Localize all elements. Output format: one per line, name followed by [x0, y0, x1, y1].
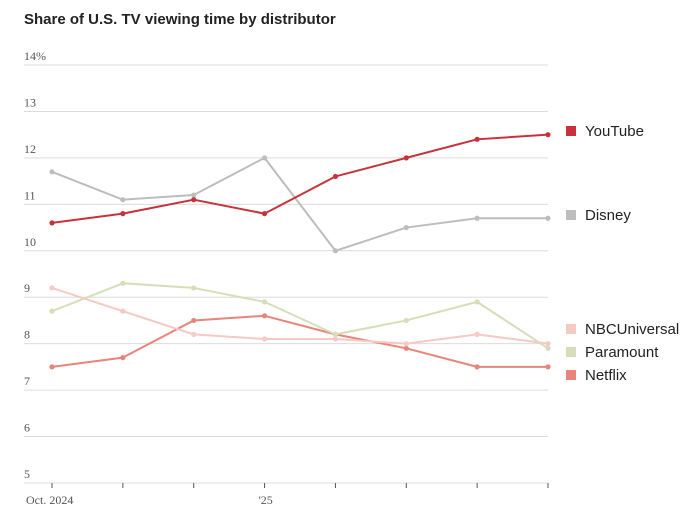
line-paramount [51, 282, 549, 350]
legend-item-netflix: Netflix [566, 367, 627, 384]
legend-item-nbcuniversal: NBCUniversal [566, 321, 679, 338]
point-youtube-jan-2025 [261, 211, 268, 217]
point-paramount-dec-2024 [191, 285, 197, 291]
point-paramount-feb-2025 [332, 331, 339, 337]
point-disney-nov-2024 [120, 197, 126, 203]
legend-item-paramount: Paramount [566, 344, 659, 361]
grid-lines [24, 64, 548, 484]
y-tick-label-11: 11 [24, 188, 36, 202]
y-tick-label-5: 5 [24, 467, 30, 481]
legend-label-youtube: YouTube [585, 123, 644, 140]
legend-item-youtube: YouTube [566, 123, 644, 140]
legend-label-netflix: Netflix [585, 367, 627, 384]
series-netflix [49, 313, 551, 370]
point-paramount-mar-2025 [403, 317, 409, 324]
point-youtube-dec-2024 [191, 197, 197, 203]
point-paramount-jan-2025 [261, 299, 268, 305]
point-youtube-feb-2025 [332, 173, 339, 180]
point-disney-mar-2025 [403, 224, 409, 231]
point-youtube-apr-2025 [474, 136, 480, 142]
point-nbcuniversal-mar-2025 [403, 341, 409, 347]
y-tick-label-10: 10 [24, 235, 36, 249]
point-nbcuniversal-oct-2024 [49, 285, 55, 291]
point-youtube-mar-2025 [403, 155, 409, 161]
legend-swatch-nbcuniversal [566, 324, 576, 334]
legend: YouTube Disney NBCUniversal Paramount Netfli… [566, 123, 679, 384]
y-tick-label-12: 12 [24, 142, 36, 156]
legend-label-disney: Disney [585, 207, 631, 224]
series-lines [49, 132, 551, 370]
point-disney-dec-2024 [191, 192, 197, 198]
y-tick-label-8: 8 [24, 328, 30, 342]
point-disney-oct-2024 [49, 169, 55, 175]
chart-title: Share of U.S. TV viewing time by distrib… [24, 11, 336, 28]
point-nbcuniversal-feb-2025 [332, 336, 339, 342]
line-youtube [51, 133, 549, 224]
legend-swatch-disney [566, 210, 576, 220]
point-paramount-oct-2024 [49, 308, 55, 314]
point-disney-feb-2025 [332, 248, 339, 254]
legend-label-nbcuniversal: NBCUniversal [585, 321, 679, 338]
y-axis-ticks: 5 6 7 8 9 10 11 12 13 14% [24, 49, 46, 481]
point-paramount-may-2025 [545, 345, 551, 351]
legend-label-paramount: Paramount [585, 344, 659, 361]
point-nbcuniversal-apr-2025 [474, 331, 480, 337]
y-tick-label-6: 6 [24, 421, 30, 435]
x-tick-label-25: '25 [259, 493, 273, 507]
point-youtube-may-2025 [545, 132, 551, 138]
x-axis-ticks: Oct. 2024 '25 [26, 483, 549, 507]
line-nbcuniversal [51, 286, 549, 345]
y-tick-label-7: 7 [24, 374, 30, 388]
point-nbcuniversal-nov-2024 [120, 308, 126, 314]
y-tick-label-9: 9 [24, 281, 30, 295]
point-netflix-apr-2025 [474, 364, 480, 370]
point-youtube-oct-2024 [49, 220, 55, 226]
point-nbcuniversal-dec-2024 [191, 331, 197, 337]
series-disney [49, 155, 551, 254]
legend-swatch-netflix [566, 370, 576, 380]
legend-swatch-youtube [566, 126, 576, 136]
point-netflix-oct-2024 [49, 364, 55, 370]
series-youtube [49, 132, 551, 226]
legend-item-disney: Disney [566, 207, 631, 224]
point-disney-apr-2025 [474, 215, 480, 221]
point-netflix-jan-2025 [261, 313, 268, 319]
series-paramount [49, 280, 551, 351]
point-nbcuniversal-may-2025 [545, 341, 551, 347]
point-disney-may-2025 [545, 215, 551, 221]
series-nbcuniversal [49, 285, 551, 347]
x-tick-label-oct-2024: Oct. 2024 [26, 493, 73, 507]
y-tick-label-13: 13 [24, 95, 36, 109]
point-netflix-may-2025 [545, 364, 551, 370]
legend-swatch-paramount [566, 347, 576, 357]
point-nbcuniversal-jan-2025 [261, 336, 268, 342]
point-netflix-mar-2025 [403, 345, 409, 351]
point-paramount-nov-2024 [120, 280, 126, 286]
line-disney [51, 156, 548, 252]
point-paramount-apr-2025 [474, 299, 480, 305]
point-youtube-nov-2024 [120, 211, 126, 217]
point-netflix-nov-2024 [120, 355, 126, 361]
line-netflix [51, 314, 548, 368]
point-netflix-dec-2024 [191, 317, 197, 324]
y-tick-label-14: 14% [24, 49, 46, 63]
point-disney-jan-2025 [261, 155, 268, 161]
